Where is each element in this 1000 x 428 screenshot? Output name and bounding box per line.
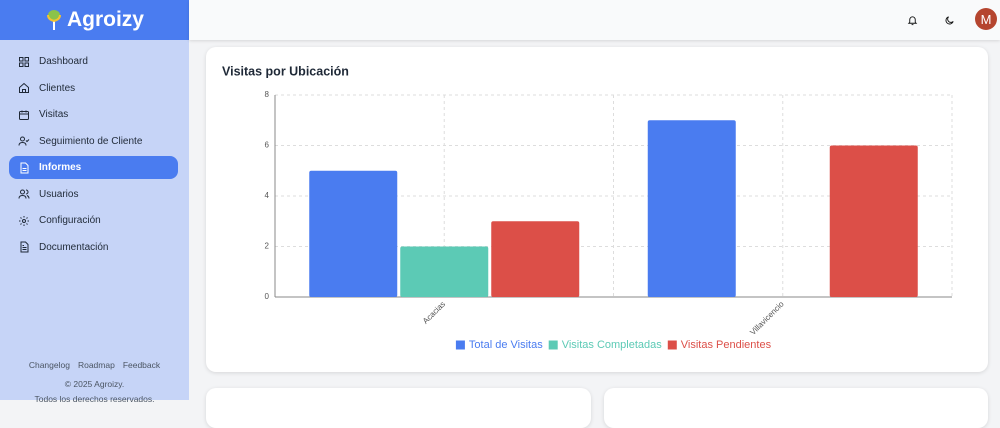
sidebar: Agroizy Dashboard Clientes Visitas Seguimie… (0, 0, 189, 404)
menu-item[interactable]: Documentación (9, 236, 178, 259)
menu-icon (19, 82, 29, 93)
menu-icon (19, 215, 29, 226)
legend-swatch (548, 340, 558, 350)
chart: Visitas por Ubicación 0 2 4 6 8 Acacias Villav… (222, 64, 953, 351)
bar (309, 170, 398, 297)
y-tick-label: 6 (265, 141, 270, 150)
y-tick-label: 4 (265, 191, 270, 200)
menu-item[interactable]: Clientes (9, 77, 178, 100)
footer-link[interactable]: Feedback (122, 360, 161, 370)
y-tick-label: 2 (265, 242, 270, 251)
y-tick-label: 8 (265, 90, 270, 99)
bar (829, 145, 918, 297)
bar (647, 120, 736, 297)
menu-icon (18, 136, 30, 146)
notifications-button[interactable] (900, 8, 924, 32)
sidebar-footer: Changelog Roadmap Feedback © 2025 Agroizy.… (0, 356, 189, 409)
menu-icon (20, 162, 29, 173)
copyright: © 2025 Agroizy. (64, 379, 125, 389)
bar (400, 246, 489, 297)
menu-item[interactable]: Configuración (9, 209, 178, 232)
legend-label: Visitas Pendientes (681, 339, 772, 351)
menu-item[interactable]: Visitas (9, 103, 178, 126)
menu-item[interactable]: Seguimiento de Cliente (9, 130, 178, 153)
menu-icon (19, 56, 29, 67)
menu-label: Visitas (39, 109, 69, 120)
menu-label: Seguimiento de Cliente (39, 135, 143, 147)
menu-item[interactable]: Informes (9, 156, 178, 179)
bar (491, 221, 580, 297)
menu: Dashboard Clientes Visitas Seguimiento de C… (9, 50, 178, 262)
footer-link[interactable]: Roadmap (77, 360, 115, 370)
theme-button[interactable] (937, 8, 961, 32)
brand[interactable]: Agroizy (0, 0, 189, 40)
y-tick-label: 0 (265, 292, 270, 301)
menu-label: Configuración (39, 215, 101, 226)
legend-label: Total de Visitas (469, 339, 543, 351)
menu-icon (19, 110, 29, 120)
avatar[interactable]: M (975, 8, 997, 30)
menu-label: Documentación (39, 241, 109, 253)
card (206, 388, 591, 428)
menu-icon (20, 241, 29, 253)
legend-label: Visitas Completadas (562, 339, 663, 351)
x-tick-label: Villavicencio (748, 299, 786, 337)
legend-swatch (667, 340, 677, 350)
menu-label: Clientes (39, 82, 76, 94)
menu-label: Informes (39, 162, 82, 173)
menu-label: Dashboard (39, 56, 88, 67)
card (604, 388, 988, 428)
footer-link[interactable]: Changelog (28, 360, 70, 370)
rights: Todos los derechos reservados. (34, 394, 155, 404)
chart-card: Visitas por Ubicación 0 2 4 6 8 Acacias Villav… (206, 47, 988, 372)
menu-label: Usuarios (39, 188, 79, 200)
brand-name: Agroizy (66, 8, 144, 31)
logo (46, 10, 61, 30)
legend-swatch (455, 340, 465, 350)
x-tick-label: Acacias (421, 300, 447, 326)
chart-title: Visitas por Ubicación (222, 64, 349, 78)
footer-links: Changelog Roadmap Feedback (0, 356, 189, 375)
menu-item[interactable]: Dashboard (9, 50, 178, 73)
menu-item[interactable]: Usuarios (9, 183, 178, 206)
topbar: M (189, 0, 1000, 40)
menu-icon (18, 189, 30, 199)
